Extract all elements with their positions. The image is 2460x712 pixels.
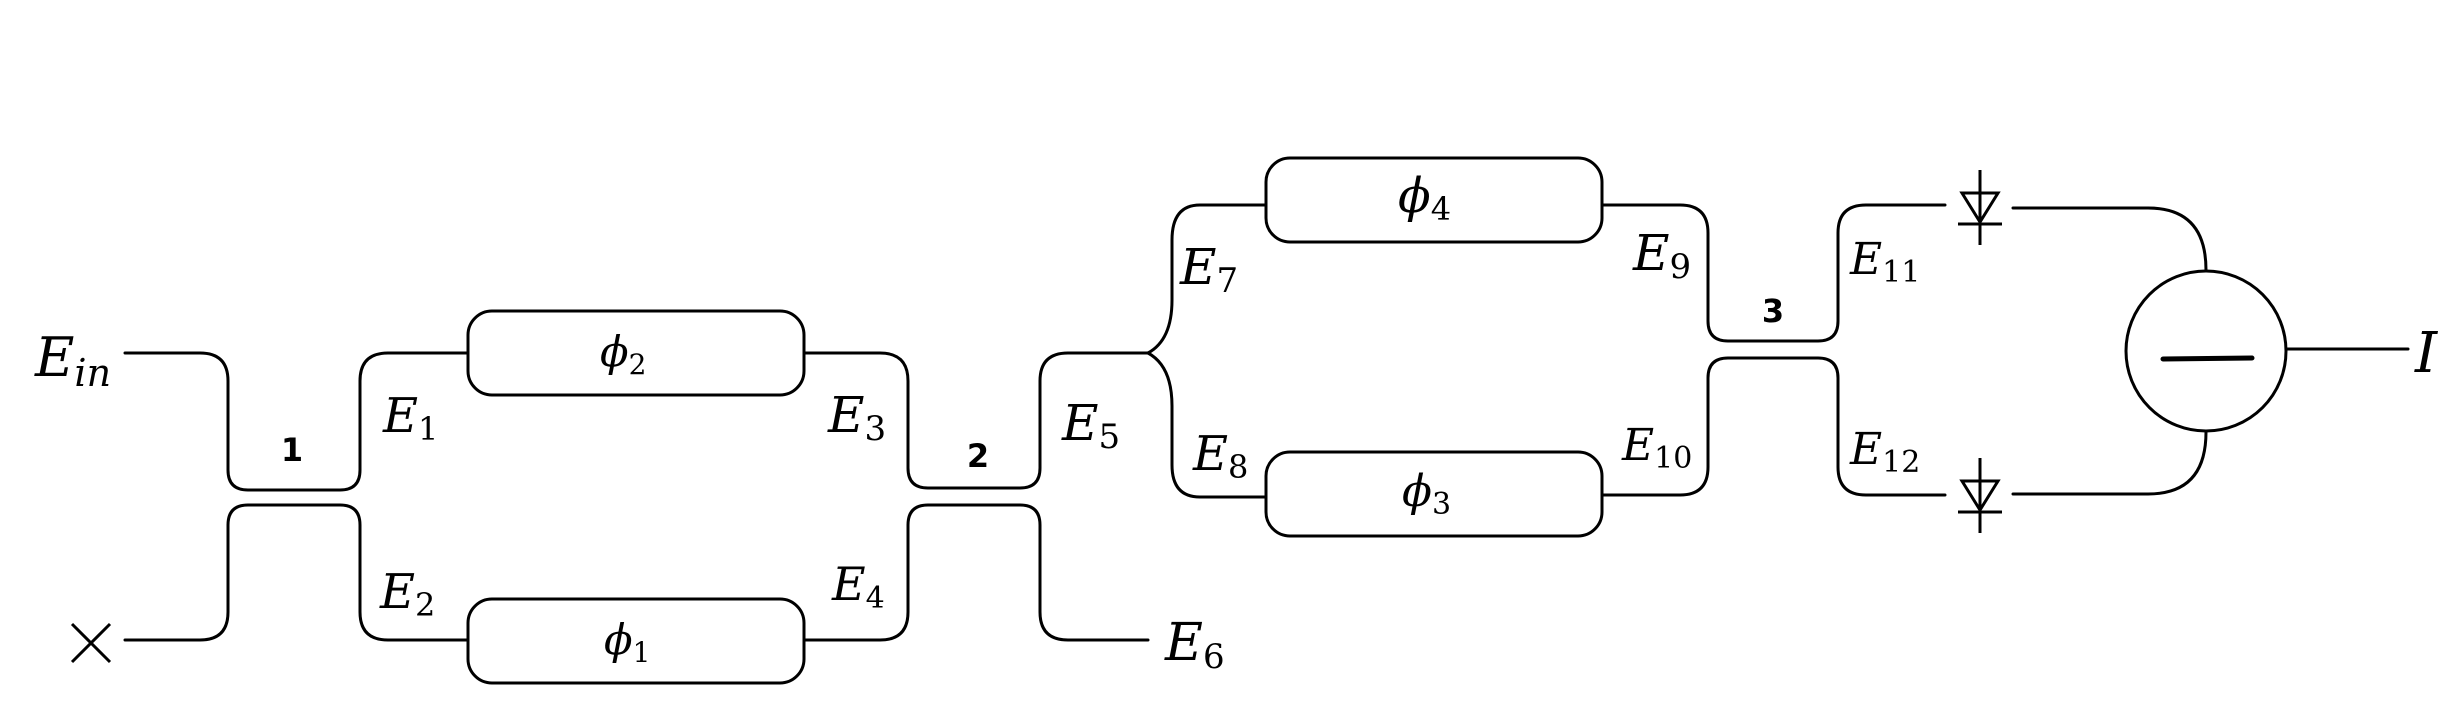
detector-wire-lower [2011,430,2208,496]
field-label-e10: E10 [1621,420,1692,476]
field-label-e11: E11 [1849,234,1920,290]
phase-shifter-3-label: ϕ3 [1402,466,1451,522]
field-label-e7: E7 [1179,238,1238,301]
output-current-label: I [2414,321,2439,386]
field-label-e1: E1 [382,388,438,448]
coupler-number-1: 1 [281,431,303,469]
phase-shifter-1-label: ϕ1 [604,615,650,669]
field-label-e5: E5 [1061,394,1120,457]
phase-shifter-2-label: ϕ2 [600,327,646,381]
waveguide-splitter-upper [1146,203,1270,355]
phase-shifter-4-label: ϕ4 [1398,168,1451,228]
field-label-e6: E6 [1164,613,1225,677]
detector-wire-upper [2011,206,2208,272]
photodetector-upper [1958,170,2002,245]
waveguide-arm-upper-1 [801,351,1150,490]
phase-shifter-1 [466,597,806,685]
photodetector-lower [1958,458,2002,533]
waveguide-splitter-lower [1146,351,1270,499]
minus-icon [2160,355,2255,362]
field-label-e12: E12 [1849,424,1920,480]
phase-shifter-2 [466,309,806,397]
input-field-label: Ein [34,326,111,395]
field-label-e4: E4 [831,557,885,616]
phase-shifter-4 [1264,156,1604,244]
field-label-e2: E2 [379,564,435,624]
coupler-number-2: 2 [967,437,989,475]
waveguide-arm-upper-2 [1600,203,1947,343]
waveguide-arm-lower-1 [801,503,1150,642]
subtractor-circle [2124,269,2288,433]
waveguide-input-upper [123,351,472,492]
field-label-e9: E9 [1632,224,1691,287]
waveguide-input-lower [123,503,472,642]
phase-shifter-3 [1264,450,1604,538]
unused-port-cross-icon [70,622,112,664]
field-label-e8: E8 [1192,426,1248,486]
waveguide-arm-lower-2 [1600,356,1947,497]
coupler-number-3: 3 [1762,292,1784,330]
field-label-e3: E3 [827,386,886,449]
